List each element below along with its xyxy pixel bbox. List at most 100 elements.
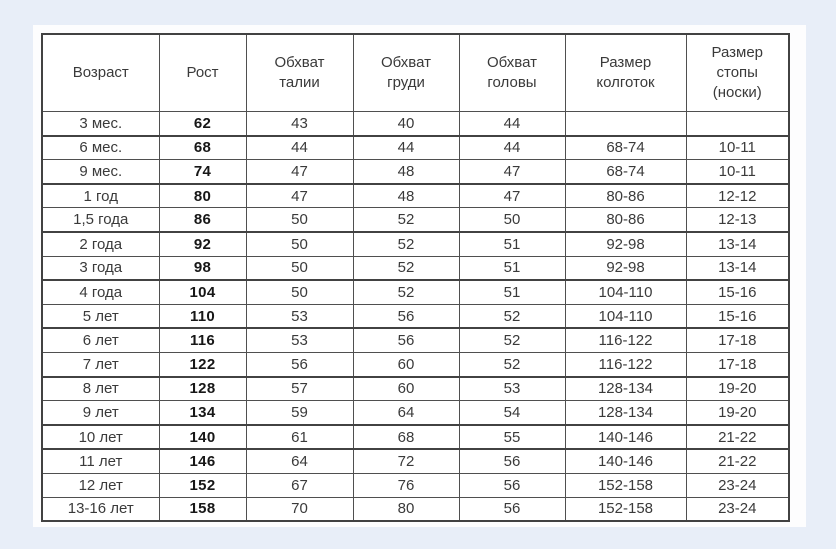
table-cell: 74 (158, 159, 247, 185)
table-cell: 52 (352, 255, 460, 282)
table-cell: 44 (458, 110, 566, 137)
table-row: 10 лет 140 61 68 55 140-146 21-22 (41, 424, 790, 451)
table-row: 1 год 80 47 48 47 80-86 12-12 (41, 183, 790, 209)
table-row: 6 лет 116 53 56 52 116-122 17-18 (41, 327, 790, 353)
age-cell: 11 лет (41, 448, 160, 474)
table-cell: 44 (352, 135, 460, 161)
age-cell: 13-16 лет (41, 496, 160, 522)
table-cell (564, 110, 687, 137)
table-cell: 92-98 (564, 231, 687, 257)
table-cell: 128-134 (564, 400, 687, 426)
table-cell: 128-134 (564, 376, 687, 402)
table-row: 2 года 92 50 52 51 92-98 13-14 (41, 231, 790, 257)
table-cell: 52 (352, 231, 460, 257)
table-cell: 56 (245, 351, 354, 378)
table-cell: 50 (458, 207, 566, 233)
table-cell: 43 (245, 110, 354, 137)
table-cell: 104-110 (564, 279, 687, 305)
table-cell: 152 (158, 472, 247, 498)
table-cell: 146 (158, 448, 247, 474)
table-cell: 15-16 (685, 279, 790, 305)
table-cell: 21-22 (685, 424, 790, 451)
table-row: 5 лет 110 53 56 52 104-110 15-16 (41, 303, 790, 330)
table-cell: 48 (352, 159, 460, 185)
table-cell: 50 (245, 207, 354, 233)
table-row: 6 мес. 68 44 44 44 68-74 10-11 (41, 135, 790, 161)
table-cell: 21-22 (685, 448, 790, 474)
age-cell: 1,5 года (41, 207, 160, 233)
table-header-row: Возраст Рост Обхват талии Обхват груди Обхва… (41, 33, 790, 112)
table-cell: 116-122 (564, 327, 687, 353)
table-cell: 50 (245, 231, 354, 257)
table-cell: 140-146 (564, 424, 687, 451)
table-cell: 51 (458, 231, 566, 257)
age-cell: 2 года (41, 231, 160, 257)
table-cell: 15-16 (685, 303, 790, 330)
table-cell: 52 (458, 351, 566, 378)
table-cell: 48 (352, 183, 460, 209)
table-cell: 56 (352, 327, 460, 353)
column-header: Обхват груди (352, 33, 460, 112)
age-cell: 7 лет (41, 351, 160, 378)
table-cell: 104 (158, 279, 247, 305)
table-cell: 19-20 (685, 376, 790, 402)
table-cell: 116 (158, 327, 247, 353)
table-cell: 57 (245, 376, 354, 402)
column-header: Размер колготок (564, 33, 687, 112)
age-cell: 6 мес. (41, 135, 160, 161)
table-cell: 50 (245, 279, 354, 305)
table-body: 3 мес. 62 43 40 44 6 мес. 68 44 44 44 68-74 10-11 9 … (41, 110, 790, 522)
age-cell: 8 лет (41, 376, 160, 402)
column-header: Размер стопы (носки) (685, 33, 790, 112)
table-cell: 52 (458, 303, 566, 330)
table-cell: 10-11 (685, 159, 790, 185)
table-cell: 17-18 (685, 351, 790, 378)
table-cell: 92 (158, 231, 247, 257)
table-cell: 86 (158, 207, 247, 233)
table-cell: 47 (245, 183, 354, 209)
age-cell: 12 лет (41, 472, 160, 498)
table-row: 1,5 года 86 50 52 50 80-86 12-13 (41, 207, 790, 233)
table-cell: 13-14 (685, 231, 790, 257)
table-cell: 56 (458, 496, 566, 522)
table-cell: 60 (352, 376, 460, 402)
table-cell: 128 (158, 376, 247, 402)
table-cell: 60 (352, 351, 460, 378)
age-cell: 5 лет (41, 303, 160, 330)
table-row: 7 лет 122 56 60 52 116-122 17-18 (41, 351, 790, 378)
age-cell: 9 лет (41, 400, 160, 426)
table-cell: 51 (458, 279, 566, 305)
table-cell: 54 (458, 400, 566, 426)
table-cell: 70 (245, 496, 354, 522)
table-cell: 51 (458, 255, 566, 282)
table-cell: 110 (158, 303, 247, 330)
table-cell: 62 (158, 110, 247, 137)
table-cell: 61 (245, 424, 354, 451)
table-row: 3 года 98 50 52 51 92-98 13-14 (41, 255, 790, 282)
table-cell: 53 (458, 376, 566, 402)
age-cell: 6 лет (41, 327, 160, 353)
table-cell: 80 (352, 496, 460, 522)
table-cell: 19-20 (685, 400, 790, 426)
table-cell: 98 (158, 255, 247, 282)
table-cell (685, 110, 790, 137)
table-cell: 10-11 (685, 135, 790, 161)
table-row: 12 лет 152 67 76 56 152-158 23-24 (41, 472, 790, 498)
column-header: Рост (158, 33, 247, 112)
table-row: 9 мес. 74 47 48 47 68-74 10-11 (41, 159, 790, 185)
table-cell: 80 (158, 183, 247, 209)
table-cell: 52 (352, 207, 460, 233)
age-cell: 10 лет (41, 424, 160, 451)
table-cell: 104-110 (564, 303, 687, 330)
table-cell: 23-24 (685, 496, 790, 522)
table-cell: 47 (458, 159, 566, 185)
table-cell: 23-24 (685, 472, 790, 498)
table-cell: 152-158 (564, 472, 687, 498)
table-cell: 92-98 (564, 255, 687, 282)
table-cell: 122 (158, 351, 247, 378)
table-cell: 140 (158, 424, 247, 451)
table-cell: 140-146 (564, 448, 687, 474)
table-cell: 72 (352, 448, 460, 474)
table-cell: 68 (158, 135, 247, 161)
table-cell: 50 (245, 255, 354, 282)
